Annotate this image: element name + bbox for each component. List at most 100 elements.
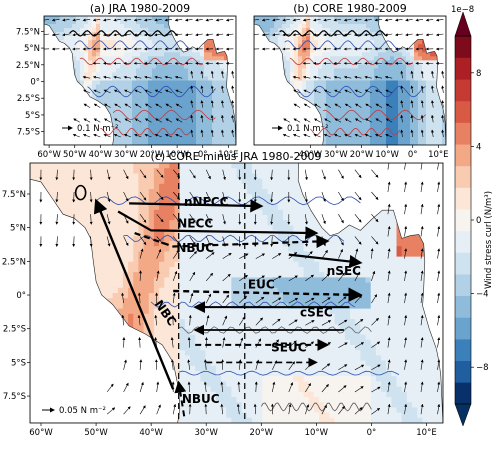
heat-cell (330, 40, 335, 45)
heat-cell (204, 104, 209, 110)
heat-cell (306, 52, 311, 57)
heat-cell (117, 230, 124, 237)
heat-cell (184, 350, 191, 356)
heat-cell (122, 261, 129, 268)
heat-cell (362, 128, 367, 134)
heat-cell (204, 112, 209, 118)
vector-arrow (292, 75, 301, 79)
heat-cell (390, 124, 395, 130)
heat-cell (148, 324, 155, 330)
heat-cell (128, 16, 133, 21)
heat-cell (374, 92, 379, 98)
heat-cell (138, 303, 144, 309)
heat-cell (314, 64, 319, 69)
heat-cell (342, 108, 347, 114)
heat-cell (174, 183, 181, 190)
heat-cell (164, 100, 169, 106)
heat-cell (410, 44, 415, 49)
heat-cell (208, 40, 213, 45)
heat-cell (338, 20, 343, 25)
vector-arrow (231, 85, 235, 93)
heat-cell (144, 100, 149, 106)
heat-cell (120, 72, 125, 77)
heat-cell (358, 36, 363, 41)
heat-cell (88, 64, 93, 69)
vector-arrow (441, 100, 445, 108)
heat-cell (76, 44, 81, 49)
heat-cell (430, 80, 435, 85)
heat-cell (80, 16, 85, 21)
heat-cell (174, 178, 181, 185)
heat-cell (184, 112, 189, 118)
heat-cell (108, 24, 113, 29)
heat-cell (144, 52, 149, 57)
heat-cell (358, 80, 363, 85)
heat-cell (180, 80, 185, 85)
heat-cell (204, 84, 209, 89)
heat-cell (220, 60, 225, 65)
heat-cell (196, 56, 201, 61)
heat-cell (330, 52, 335, 57)
heat-cell (192, 56, 197, 61)
heat-cell (326, 104, 331, 110)
heat-cell (188, 124, 193, 130)
heat-cell (434, 56, 439, 61)
heat-cell (128, 168, 134, 174)
heat-cell (426, 88, 431, 93)
heat-cell (362, 108, 367, 114)
heat-cell (107, 235, 113, 242)
heat-cell (286, 56, 291, 61)
heat-cell (390, 80, 395, 85)
heat-cell (330, 28, 335, 33)
heat-cell (128, 52, 133, 57)
vector-arrow (123, 18, 132, 22)
heat-cell (220, 88, 225, 93)
heat-cell (160, 96, 165, 102)
heat-cell (140, 64, 145, 69)
heat-cell (136, 80, 141, 85)
heat-cell (132, 88, 137, 93)
heat-cell (310, 76, 315, 81)
heat-cell (258, 16, 263, 21)
heat-cell (378, 120, 383, 126)
heat-cell (386, 48, 391, 53)
heat-cell (176, 56, 181, 61)
heat-cell (208, 52, 213, 57)
heat-cell (406, 140, 411, 145)
heat-cell (148, 220, 155, 226)
vector-field (254, 18, 445, 138)
heat-cell (374, 40, 379, 45)
panel-frame (253, 15, 447, 146)
heat-cell (216, 60, 221, 65)
heat-cell (390, 88, 395, 93)
heat-cell (350, 108, 355, 114)
heat-cell (294, 16, 299, 21)
heat-cell (91, 230, 98, 237)
heat-cell (350, 104, 355, 110)
heat-cell (418, 124, 423, 130)
heat-cell (179, 163, 186, 169)
heat-cell (159, 298, 165, 304)
heat-cell (128, 24, 133, 29)
heat-cell (418, 120, 423, 126)
heat-cell (200, 60, 205, 65)
heat-cell (86, 163, 93, 169)
heat-cell (152, 80, 157, 85)
heat-cell (350, 116, 355, 122)
vector-arrow (195, 18, 203, 22)
heat-cell (64, 28, 69, 33)
heat-cell (414, 84, 419, 89)
heat-cell (112, 136, 117, 142)
lat-tick-label: 5°N (24, 44, 40, 54)
heat-cell (60, 204, 67, 211)
heat-cell (298, 60, 303, 65)
heat-cell (96, 72, 101, 77)
heat-cell (406, 84, 411, 89)
heat-cell (148, 215, 155, 221)
heat-cell (86, 194, 93, 200)
heat-cell (430, 132, 435, 138)
heat-cell (128, 209, 134, 216)
heat-cell (108, 64, 113, 69)
heat-cell (45, 183, 52, 190)
heat-cell (153, 308, 160, 315)
